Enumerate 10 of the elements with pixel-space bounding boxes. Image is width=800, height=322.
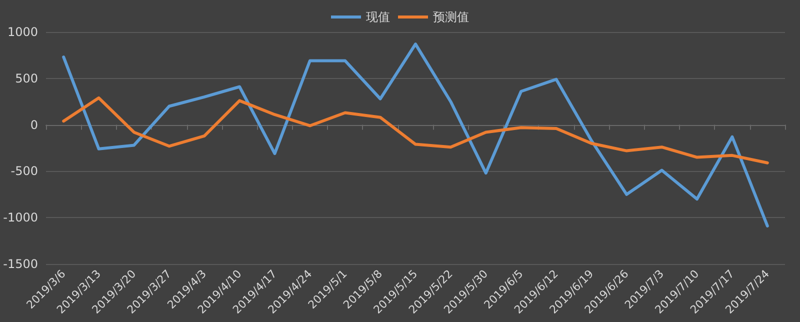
legend-label: 现值 <box>366 10 390 24</box>
y-tick-label: -500 <box>10 164 38 178</box>
line-series <box>62 42 769 228</box>
y-tick-label: 500 <box>15 71 38 86</box>
y-tick-label: -1500 <box>3 257 38 271</box>
y-tick-label: 1000 <box>7 25 38 39</box>
y-tick-label: -1000 <box>3 210 38 225</box>
line-series <box>62 96 769 164</box>
legend-label: 预测值 <box>433 10 469 24</box>
y-tick-label: 0 <box>30 118 38 132</box>
